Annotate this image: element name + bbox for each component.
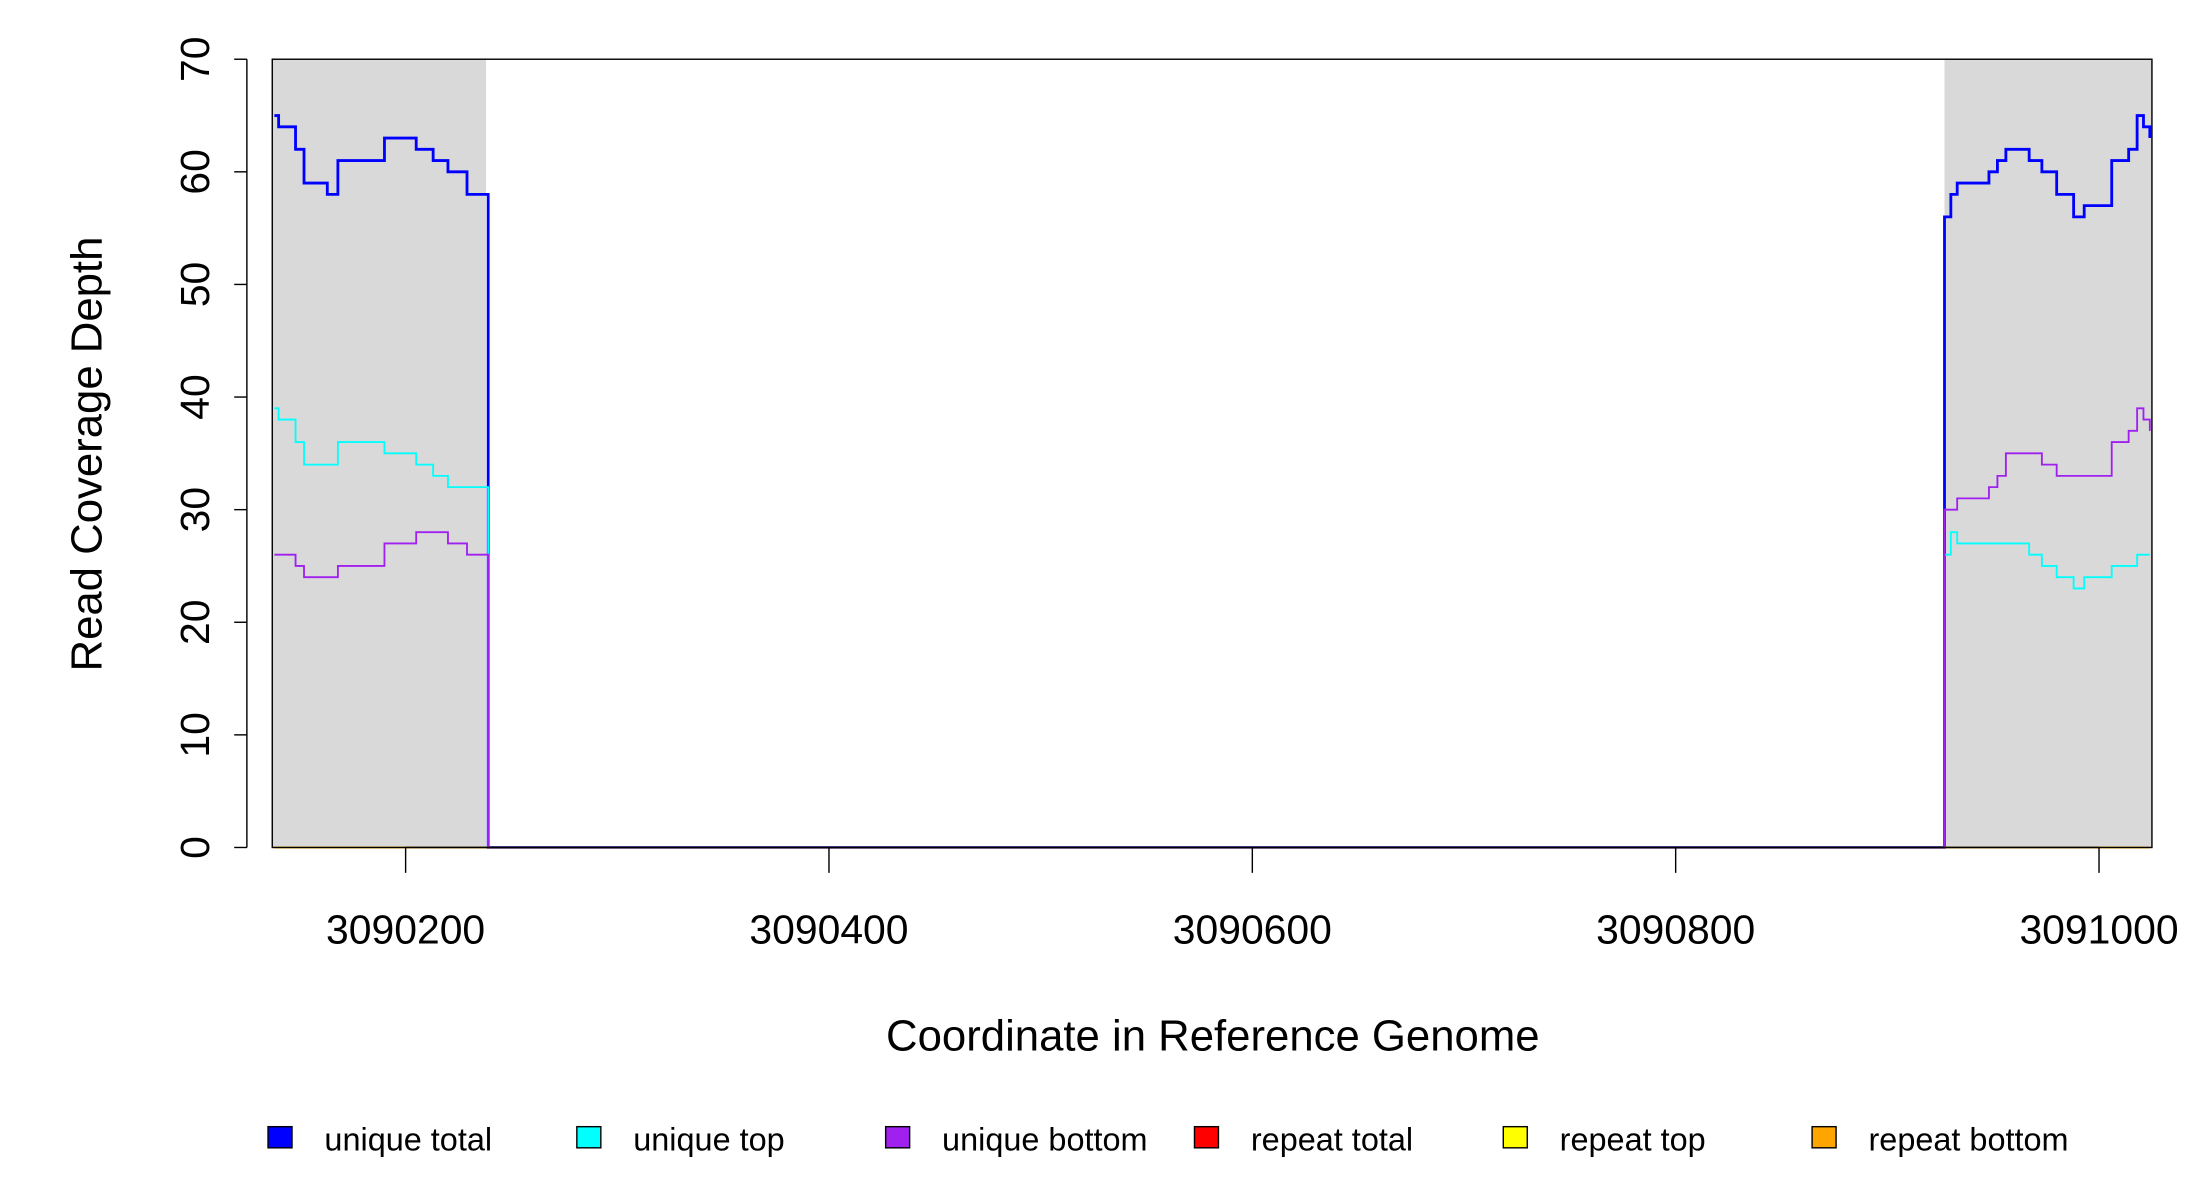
axes: 0 10 20 30 40 50 60 70 3090200 3090400 3090600 3090… [172,36,2179,952]
y-tick-label: 30 [172,487,218,532]
series-line [274,114,2152,849]
y-tick-label: 50 [172,262,218,307]
legend-label: unique total [324,1122,492,1158]
legend-swatch [1811,1125,1837,1149]
x-axis-title: Coordinate in Reference Genome [886,1012,1540,1061]
legend-label: repeat bottom [1869,1122,2069,1158]
legend-label: unique bottom [942,1122,1147,1158]
y-tick-label: 10 [172,712,218,757]
shaded-region [1944,59,2152,848]
legend: unique total unique top unique bottom repea… [267,1122,2069,1158]
series-line [274,407,2150,849]
legend-swatch [1193,1125,1220,1149]
legend-swatch [576,1125,602,1149]
y-tick-label: 0 [172,836,218,859]
y-tick-label: 70 [172,36,218,81]
y-tick-label: 40 [172,374,218,419]
y-axis-title: Read Coverage Depth [63,237,112,672]
x-tick-label: 3090600 [1173,906,1332,952]
legend-swatch [267,1125,293,1149]
x-tick-label: 3090400 [749,906,908,952]
plot-frame [271,58,2153,849]
shade-layer [272,59,2152,848]
legend-swatch [884,1125,911,1149]
legend-label: repeat total [1251,1122,1413,1158]
shaded-region [272,59,487,848]
y-tick-label: 60 [172,149,218,194]
x-tick-label: 3091000 [2019,906,2178,952]
legend-label: unique top [633,1122,784,1158]
series-line [274,407,2151,849]
legend-label: repeat top [1560,1122,1706,1158]
y-tick-label: 20 [172,600,218,645]
x-tick-label: 3090200 [326,906,485,952]
x-tick-label: 3090800 [1596,906,1755,952]
line-layer [274,114,2152,849]
legend-swatch [1502,1125,1528,1149]
